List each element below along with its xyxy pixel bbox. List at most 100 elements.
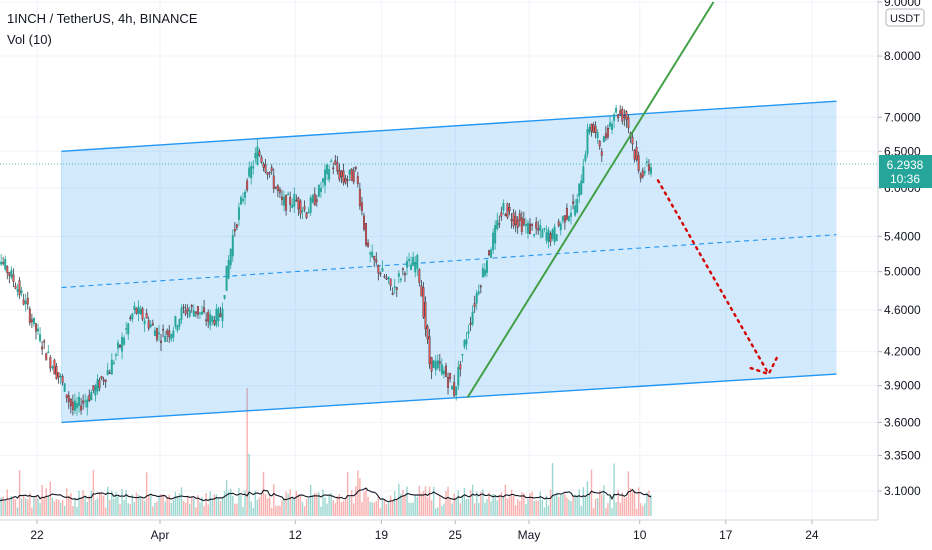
candle-body (504, 214, 507, 217)
candle-body (28, 308, 31, 323)
candle-body (496, 220, 499, 230)
candle-body (510, 219, 513, 221)
candle-body (375, 259, 378, 263)
volume-bar (193, 498, 195, 516)
candle-body (397, 273, 400, 277)
volume-bar (309, 484, 312, 516)
volume-bar (424, 486, 427, 516)
volume-bar (287, 493, 289, 516)
candle-body (215, 308, 218, 326)
volume-bar (566, 497, 568, 516)
volume-bar (41, 484, 43, 516)
candle-body (190, 305, 193, 308)
candle-body (137, 306, 140, 314)
candle-body (498, 223, 501, 225)
channel-top-line[interactable] (61, 100, 837, 153)
volume-bar (258, 497, 261, 516)
time-tick-label: 24 (805, 528, 819, 542)
channel-bottom-line[interactable] (61, 373, 837, 424)
volume-bar (646, 492, 648, 516)
volume-bar (232, 495, 234, 516)
grid-lines (0, 0, 878, 520)
candle-body (168, 330, 171, 338)
candle-body (88, 394, 91, 401)
volume-bar (644, 503, 646, 516)
candle-body (627, 117, 630, 129)
volume-bar (338, 493, 341, 516)
volume-bar (480, 491, 482, 516)
volume-bar (461, 495, 464, 516)
candle-body (100, 376, 103, 379)
candle-body (67, 395, 70, 402)
candle-body (114, 354, 117, 356)
volume-bar (70, 493, 72, 516)
candle-body (362, 215, 365, 230)
volume-bar (256, 499, 259, 516)
candle-body (641, 170, 644, 177)
volume-bar (525, 504, 527, 516)
volume-bar (340, 502, 343, 516)
time-axis[interactable]: 22 Apr 12 19 25 May 10 17 24 (30, 520, 819, 542)
volume-bar (6, 489, 8, 516)
candle-body (570, 212, 573, 217)
candle-body (549, 233, 552, 242)
candle-body (371, 251, 374, 258)
volume-bar (562, 494, 564, 516)
time-tick-label: 19 (375, 528, 389, 542)
price-axis[interactable]: 9.00008.00007.00006.50006.00005.40005.00… (878, 0, 921, 498)
volume-bar (529, 493, 531, 516)
volume-bar (35, 495, 37, 516)
candle-body (24, 300, 27, 304)
candle-body (483, 269, 486, 276)
volume-bar (273, 483, 275, 516)
volume-bar (482, 489, 484, 516)
candle-body (221, 308, 224, 322)
candle-body (481, 268, 484, 278)
volume-bar (467, 498, 470, 516)
candle-body (434, 361, 437, 371)
volume-bar (22, 495, 25, 516)
volume-bar (96, 498, 99, 516)
candle-body (178, 319, 181, 327)
volume-indicator-label[interactable]: Vol (10) (7, 32, 52, 47)
candle-body (440, 364, 443, 375)
volume-bar (545, 495, 548, 516)
candle-body (354, 166, 357, 170)
candle-body (547, 229, 550, 243)
currency-badge[interactable]: USDT (885, 8, 925, 27)
volume-bar (539, 491, 541, 516)
volume-bar (102, 495, 105, 516)
volume-bar (94, 500, 97, 516)
candle-body (94, 385, 97, 396)
candle-body (250, 165, 253, 179)
candle-body (47, 351, 50, 354)
projection-arrow[interactable] (656, 179, 770, 376)
trendline[interactable] (466, 1, 715, 399)
volume-bar (342, 500, 345, 516)
candle-body (447, 377, 450, 388)
volume-bar (252, 507, 254, 516)
volume-bar (109, 500, 111, 516)
volume-bar (211, 498, 213, 516)
last-price-countdown: 10:36 (890, 172, 920, 186)
volume-bar (642, 506, 644, 516)
volume-bar (373, 502, 375, 516)
candle-body (369, 252, 372, 255)
volume-bar (182, 500, 185, 516)
volume-bar (420, 493, 423, 516)
candle-body (301, 210, 304, 212)
candle-body (455, 386, 458, 396)
candle-body (551, 229, 554, 239)
candle-body (229, 248, 232, 266)
candle-body (160, 340, 163, 343)
price-tick-label: 7.0000 (884, 110, 921, 124)
candle-body (635, 146, 638, 161)
channel-mid-line[interactable] (61, 234, 837, 289)
volume-bar (117, 495, 119, 516)
volume-bar (611, 508, 613, 516)
candle-body (529, 223, 532, 235)
volume-bar (629, 487, 632, 516)
volume-bar (588, 494, 591, 516)
volume-bar (215, 494, 218, 516)
